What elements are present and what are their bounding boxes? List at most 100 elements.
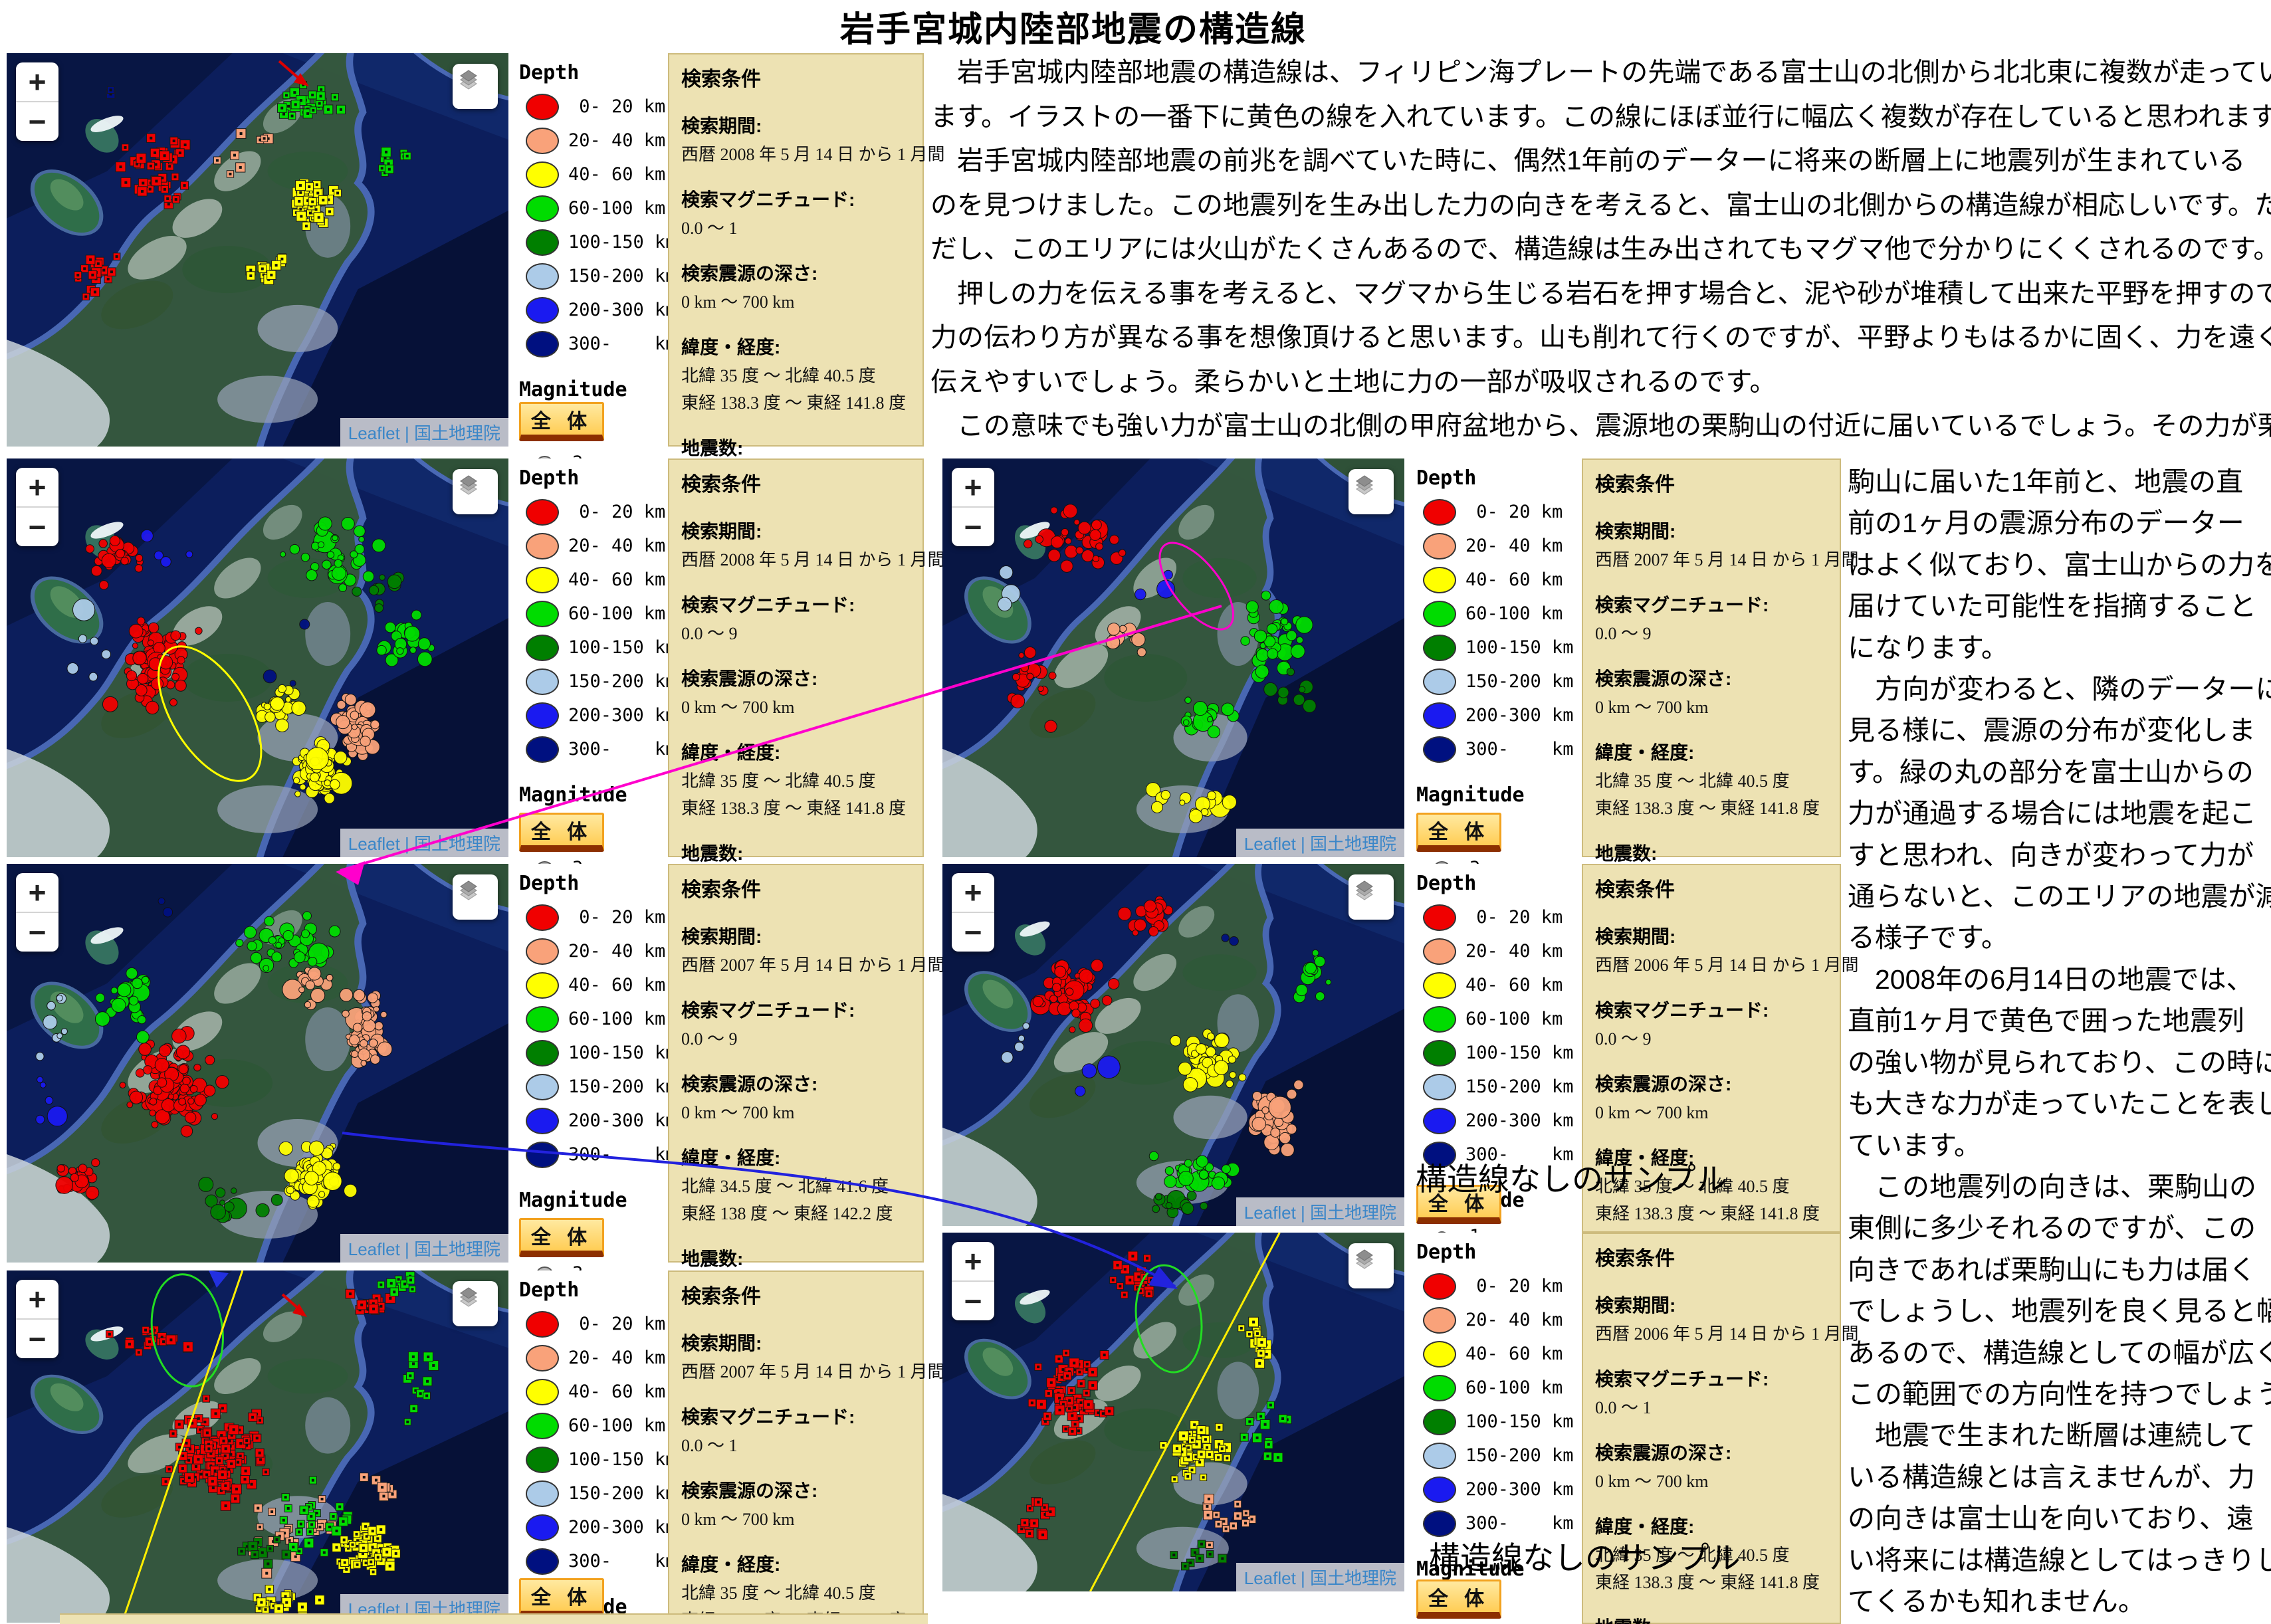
zoom-out-button[interactable]: − (16, 1318, 58, 1358)
depth-color-swatch (1423, 904, 1456, 931)
layers-control-icon[interactable] (1349, 1243, 1394, 1288)
map-2007-m0-1[interactable]: + − Leaflet | 国土地理院 (7, 1270, 508, 1623)
depth-color-swatch (526, 127, 559, 154)
zoom-in-button[interactable]: + (964, 875, 982, 910)
depth-legend-item: 0- 20 km (515, 495, 665, 529)
map-zoom-control: + − (952, 873, 994, 952)
depth-legend-label: 100-150 km (568, 637, 677, 658)
zoom-out-button[interactable]: − (952, 506, 994, 546)
zoom-out-button[interactable]: − (16, 506, 58, 546)
map-2008-m0-9[interactable]: + − Leaflet | 国土地理院 (7, 458, 508, 857)
depth-color-swatch (526, 1039, 559, 1066)
leaflet-attribution[interactable]: Leaflet | 国土地理院 (1236, 1563, 1404, 1591)
zoom-out-button[interactable]: − (16, 912, 58, 952)
search-period-value: 西暦 2008 年 5 月 14 日 から 1 月間 (681, 145, 945, 164)
zoom-in-button[interactable]: + (28, 1282, 47, 1316)
body-line: はよく似ており、富士山からの力を (1848, 549, 2271, 580)
depth-legend-label: 300- km (1465, 1144, 1574, 1165)
depth-color-swatch (526, 971, 559, 999)
overall-view-button[interactable]: 全 体 (519, 1218, 604, 1257)
intro-line: のを見つけました。この地震列を生み出した力の向きを考えると、富士山の北側からの構… (930, 190, 2271, 220)
zoom-in-button[interactable]: + (28, 470, 47, 504)
body-line: 東側に多少それるのですが、この (1848, 1213, 2256, 1244)
tectonic-line-annotation (121, 1270, 244, 1623)
map-2008-m0-1[interactable]: + − Leaflet | 国土地理院 (7, 53, 508, 447)
map-2006-m0-1[interactable]: + − Leaflet | 国土地理院 (942, 1233, 1404, 1591)
zoom-out-button[interactable]: − (952, 912, 994, 952)
layers-control-icon[interactable] (453, 469, 498, 514)
zoom-out-button[interactable]: − (952, 1280, 994, 1320)
zoom-in-button[interactable]: + (964, 470, 982, 504)
search-magnitude-value: 0.0 ～ 1 (681, 1436, 738, 1455)
overall-view-button[interactable]: 全 体 (1416, 1579, 1501, 1619)
zoom-in-button[interactable]: + (28, 64, 47, 99)
search-field-label: 検索震源の深さ: (1595, 1074, 1732, 1094)
depth-color-swatch (526, 566, 559, 593)
leaflet-attribution[interactable]: Leaflet | 国土地理院 (340, 829, 508, 857)
search-conditions-panel: 検索条件 検索期間: 西暦 2006 年 5 月 14 日 から 1 月間 検索マグニ… (1582, 1233, 1859, 1624)
layers-control-icon[interactable] (453, 874, 498, 920)
map-2006-m0-9[interactable]: + − Leaflet | 国土地理院 (942, 864, 1404, 1226)
zoom-in-button[interactable]: + (964, 1244, 982, 1278)
depth-legend-label: 100-150 km (568, 1449, 677, 1470)
overall-view-button[interactable]: 全 体 (519, 813, 604, 852)
depth-color-swatch (526, 1141, 559, 1168)
search-field-label: 緯度・経度: (1595, 1516, 1695, 1537)
search-field-label: 検索震源の深さ: (681, 1480, 818, 1501)
intro-text: 岩手宮城内陸部地震の構造線は、フィリピン海プレートの先端である富士山の北側から北… (930, 51, 2271, 449)
leaflet-attribution[interactable]: Leaflet | 国土地理院 (340, 1234, 508, 1263)
search-field-label: 検索期間: (681, 521, 762, 542)
depth-legend-title: Depth (1416, 872, 1477, 895)
depth-legend-item: 300- km (1412, 732, 1574, 766)
zoom-out-button[interactable]: − (16, 101, 58, 141)
body-line: る様子です。 (1848, 922, 2008, 954)
depth-color-swatch (1423, 532, 1456, 559)
depth-legend-item: 300- km (515, 1544, 677, 1578)
map-2007-m0-9[interactable]: + − Leaflet | 国土地理院 (942, 458, 1404, 857)
depth-legend-label: 150-200 km (568, 266, 677, 286)
depth-legend-item: 300- km (1412, 1506, 1574, 1540)
body-line: 届けていた可能性を指摘すること (1848, 591, 2256, 622)
depth-color-swatch (526, 1073, 559, 1100)
body-line: いる構造線とは言えませんが、力 (1848, 1461, 2255, 1492)
depth-color-swatch (526, 600, 559, 627)
leaflet-attribution[interactable]: Leaflet | 国土地理院 (340, 418, 508, 447)
depth-legend-label: 20- 40 km (1465, 1310, 1563, 1330)
layers-control-icon[interactable] (453, 1281, 498, 1326)
depth-color-swatch (1423, 1374, 1456, 1401)
search-field-label: 検索マグニチュード: (1595, 595, 1769, 615)
map-2007-wide-m0-9[interactable]: + − Leaflet | 国土地理院 (7, 864, 508, 1263)
depth-color-swatch (1423, 702, 1456, 729)
depth-legend-label: 40- 60 km (1465, 975, 1563, 995)
depth-legend-title: Depth (519, 466, 580, 490)
depth-legend-item: 0- 20 km (515, 1307, 665, 1341)
depth-color-swatch (1423, 1141, 1456, 1168)
depth-legend-item: 200-300 km (1412, 1104, 1574, 1138)
search-magnitude-value: 0.0 ～ 1 (1595, 1398, 1652, 1417)
depth-legend-item: 40- 60 km (1412, 1337, 1568, 1371)
search-field-label: 地震数: (681, 438, 744, 458)
depth-legend-item: 200-300 km (515, 1510, 677, 1544)
layers-control-icon[interactable] (1349, 469, 1394, 514)
leaflet-attribution[interactable]: Leaflet | 国土地理院 (1236, 829, 1404, 857)
depth-legend-label: 60-100 km (1465, 1009, 1563, 1029)
overall-view-button[interactable]: 全 体 (1416, 1185, 1501, 1224)
depth-color-swatch (526, 330, 559, 357)
depth-legend-item: 150-200 km (1412, 664, 1574, 698)
overall-view-button[interactable]: 全 体 (519, 402, 604, 441)
leaflet-attribution[interactable]: Leaflet | 国土地理院 (1236, 1197, 1404, 1226)
sample-label-no-tectonic-line: 構造線なしのサンプル (1429, 1540, 1741, 1575)
layers-control-icon[interactable] (1349, 874, 1394, 920)
layers-control-icon[interactable] (453, 64, 498, 109)
body-line: この範囲での方向性を持つでしょう。 (1848, 1378, 2271, 1409)
magnitude-legend-title: Magnitude (1416, 783, 1525, 807)
overall-view-button[interactable]: 全 体 (1416, 813, 1501, 852)
depth-legend-label: 200-300 km (1465, 1110, 1574, 1131)
search-field-label: 検索期間: (681, 1333, 762, 1354)
overall-view-button[interactable]: 全 体 (519, 1578, 604, 1617)
map-annotation-ellipse (1158, 542, 1235, 631)
depth-legend-label: 40- 60 km (1465, 1344, 1563, 1364)
depth-legend-item: 200-300 km (1412, 1472, 1574, 1506)
zoom-in-button[interactable]: + (28, 875, 47, 910)
depth-legend-item: 0- 20 km (1412, 1269, 1568, 1303)
